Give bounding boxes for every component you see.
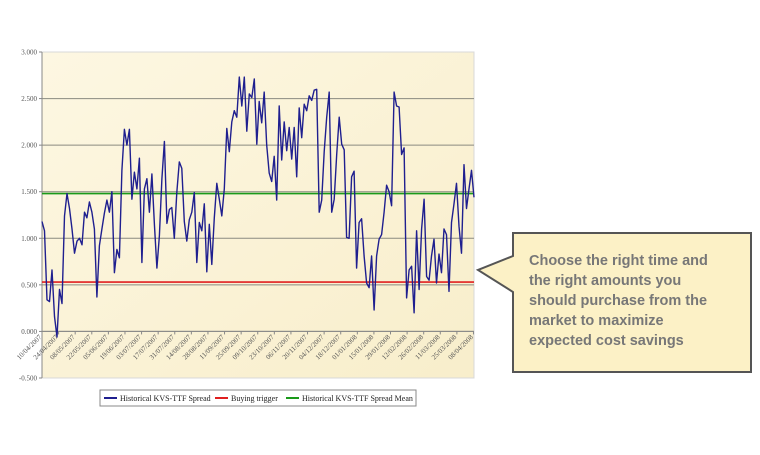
callout-line-4: market to maximize bbox=[529, 313, 664, 329]
series-lines bbox=[41, 76, 475, 338]
legend-label-mean: Historical KVS-TTF Spread Mean bbox=[302, 394, 413, 403]
callout-shape bbox=[475, 232, 752, 373]
y-tick-label: 2.000 bbox=[21, 142, 37, 150]
legend-label-trigger: Buying trigger bbox=[231, 394, 278, 403]
y-tick-label: 0.000 bbox=[21, 328, 37, 336]
y-axis: 3.000 2.500 2.000 1.500 1.000 0.500 0.000 -0.50… bbox=[19, 49, 43, 383]
series-line-spread bbox=[41, 76, 475, 338]
callout-line-1: Choose the right time and bbox=[529, 253, 708, 269]
y-tick-label: 0.500 bbox=[21, 281, 37, 289]
y-tick-label: 1.000 bbox=[21, 235, 37, 243]
plot-area bbox=[41, 51, 475, 379]
legend: Historical KVS-TTF Spread Buying trigger… bbox=[99, 389, 417, 407]
callout-line-3: should purchase from the bbox=[529, 293, 707, 309]
y-tick-label: -0.500 bbox=[19, 375, 38, 383]
y-tick-label: 1.500 bbox=[21, 188, 37, 196]
legend-label-spread: Historical KVS-TTF Spread bbox=[120, 394, 211, 403]
callout: Choose the right time and the right amou… bbox=[475, 232, 752, 373]
y-tick-label: 3.000 bbox=[21, 49, 37, 57]
callout-line-2: the right amounts you bbox=[529, 273, 681, 289]
callout-line-5: expected cost savings bbox=[529, 333, 684, 349]
y-tick-label: 2.500 bbox=[21, 95, 37, 103]
